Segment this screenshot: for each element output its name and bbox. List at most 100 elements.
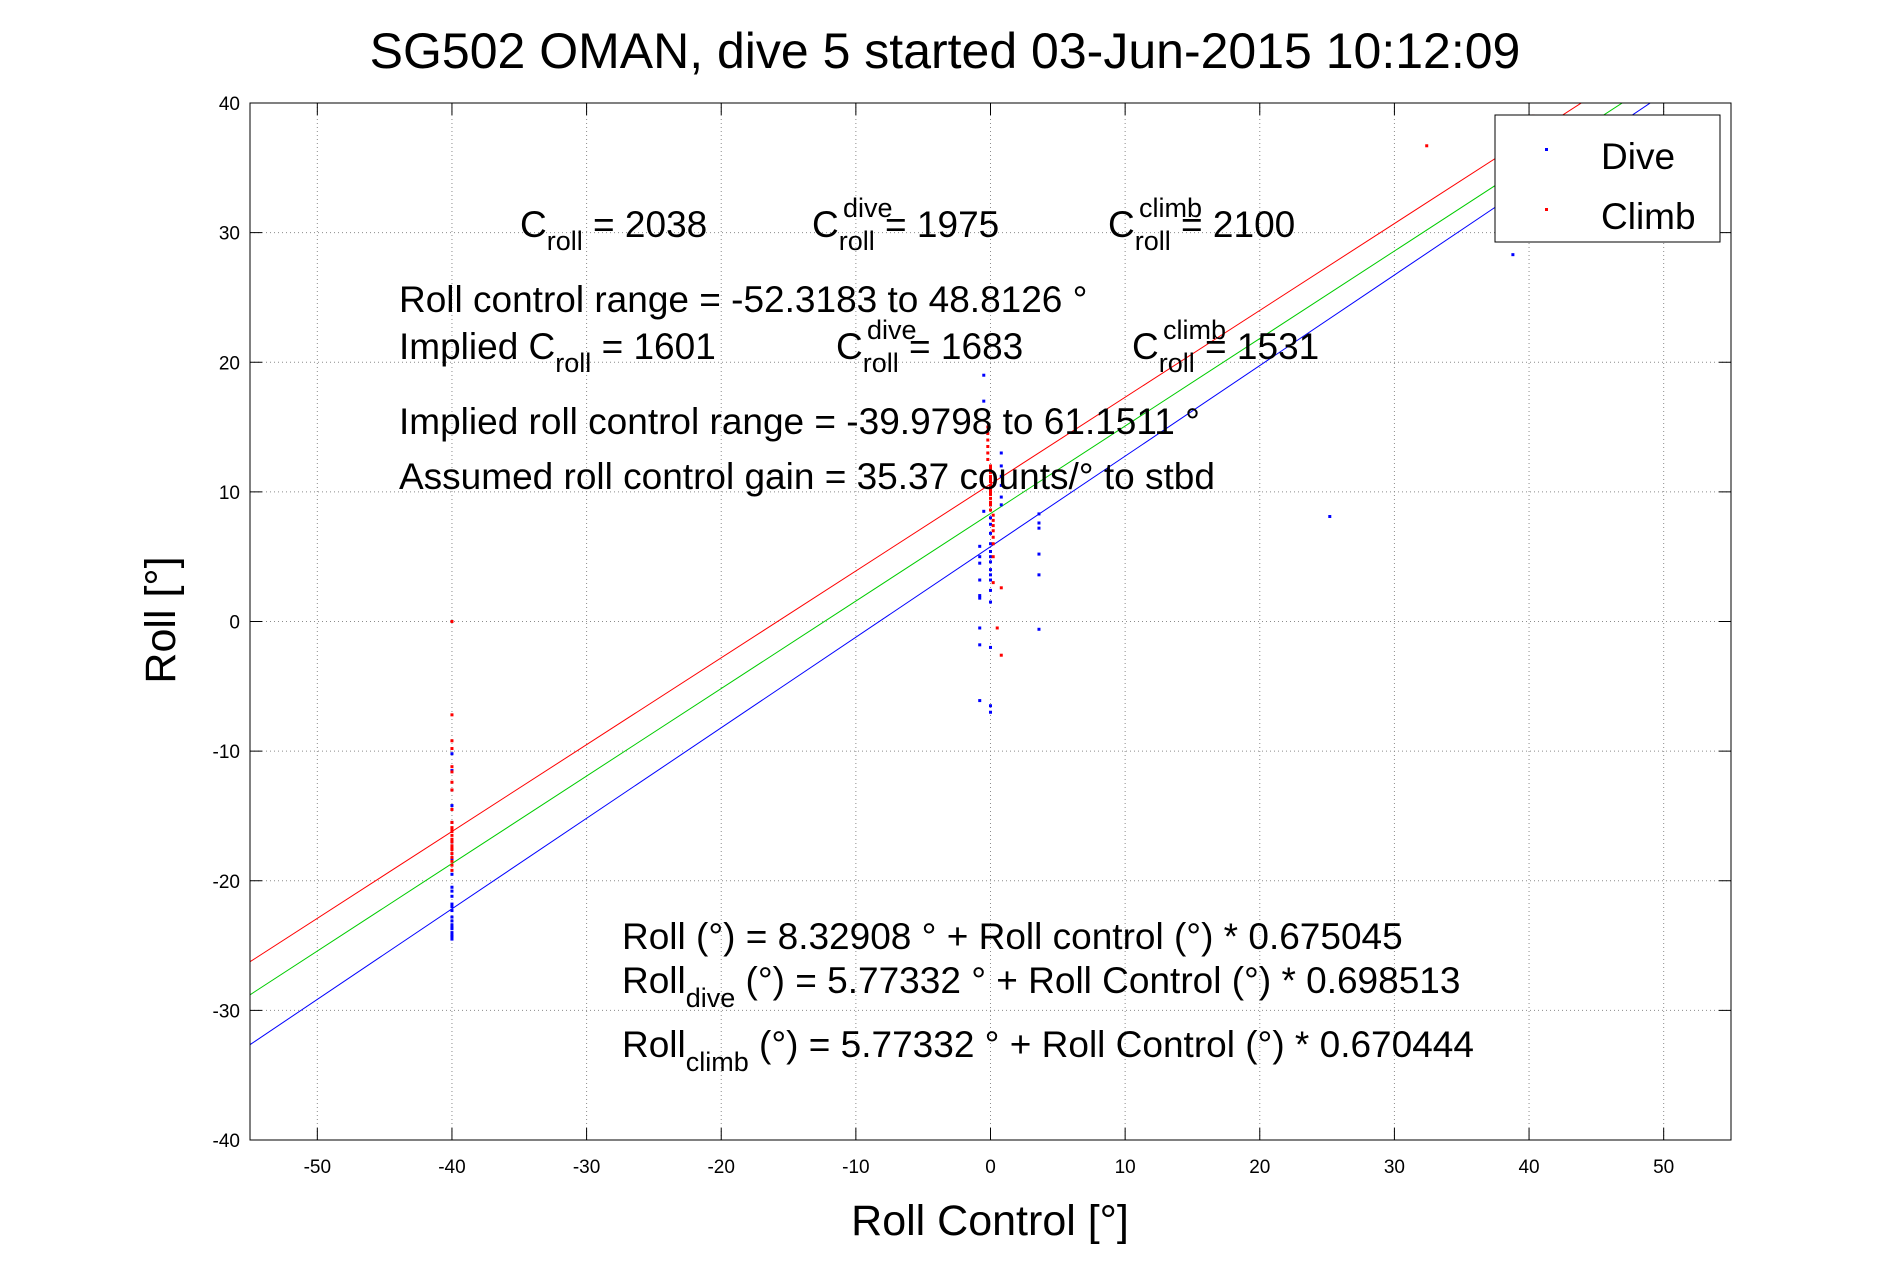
x-tick-label: 50 [1653, 1157, 1674, 1178]
point-dive [978, 643, 982, 647]
x-tick-label: 40 [1518, 1157, 1539, 1178]
point-dive [989, 704, 992, 708]
implied-c-roll-dive-annotation: Croll = 1683 [836, 326, 1023, 378]
y-axis-label: Roll [°] [137, 556, 185, 683]
implied-roll-range-text: Implied roll control range = -39.9798 to… [399, 401, 1200, 442]
point-dive [989, 522, 992, 526]
point-climb [999, 586, 1003, 590]
c-roll-dive-annotation: Croll = 1975 [812, 204, 999, 256]
legend-climb-marker [1545, 208, 1548, 211]
c-roll-annotation: Croll = 2038 [520, 204, 707, 256]
point-dive [978, 626, 982, 630]
point-climb [450, 788, 454, 792]
y-tick-label: -20 [213, 872, 240, 893]
point-climb [991, 555, 995, 559]
point-dive [982, 373, 986, 377]
point-climb [989, 467, 992, 471]
point-dive [1037, 627, 1041, 631]
point-climb [989, 483, 992, 487]
fit-line-all [250, 103, 1624, 996]
point-climb [450, 852, 454, 856]
point-dive [450, 872, 454, 876]
point-dive [989, 542, 992, 546]
y-tick-label: 30 [219, 224, 240, 245]
y-tick-label: 10 [219, 483, 240, 504]
roll-gain-text: Assumed roll control gain = 35.37 counts… [399, 456, 1215, 497]
point-climb [989, 500, 992, 504]
fit-line-dive [250, 103, 1652, 1046]
chart-title: SG502 OMAN, dive 5 started 03-Jun-2015 1… [370, 23, 1521, 79]
point-dive [450, 894, 454, 898]
point-dive [978, 596, 982, 600]
point-climb [986, 451, 990, 455]
point-climb [450, 840, 454, 844]
point-dive [1037, 573, 1041, 577]
point-dive [989, 600, 992, 604]
point-climb [989, 490, 992, 494]
point-dive [982, 509, 986, 513]
point-dive [1037, 512, 1041, 516]
point-climb [989, 464, 992, 468]
point-dive [989, 578, 992, 582]
point-climb [450, 829, 454, 833]
c-roll-climb-sup: climb [1139, 193, 1202, 223]
point-dive [1511, 253, 1515, 257]
point-dive [450, 902, 454, 906]
point-dive [450, 925, 454, 929]
legend-dive-marker [1545, 148, 1548, 151]
y-tick-label: -30 [213, 1001, 240, 1022]
point-climb [450, 859, 454, 863]
legend-climb-label: Climb [1601, 196, 1696, 237]
point-climb [450, 770, 454, 774]
point-dive [982, 399, 986, 403]
point-climb [986, 445, 990, 449]
point-dive [450, 937, 454, 941]
tick-labels: -50 -40 -30 -20 -10 0 10 20 30 40 50 -40 -30 -20 -10 0 1… [213, 94, 1675, 1178]
point-dive [978, 699, 982, 703]
implied-c-roll-dive-sup: dive [867, 315, 917, 345]
point-dive [978, 578, 982, 582]
point-dive [1037, 552, 1041, 556]
point-climb [450, 846, 454, 850]
point-climb [986, 457, 990, 461]
point-dive [450, 931, 454, 935]
point-climb [450, 837, 454, 841]
point-climb [991, 513, 995, 517]
y-tick-label: 20 [219, 353, 240, 374]
x-tick-label: -40 [438, 1157, 465, 1178]
point-dive [989, 516, 992, 520]
point-climb [450, 620, 454, 623]
point-dive [450, 752, 454, 756]
roll-constants-annotation: Croll = 2038 Croll = 1975 dive Croll = 2… [399, 193, 1319, 497]
point-climb [989, 470, 992, 474]
point-climb [450, 844, 454, 848]
point-dive [450, 934, 454, 938]
point-climb [991, 542, 995, 546]
y-tick-label: 40 [219, 94, 240, 115]
point-climb [450, 855, 454, 859]
point-climb [991, 524, 995, 528]
x-tick-label: -10 [842, 1157, 869, 1178]
x-tick-label: 0 [985, 1157, 996, 1178]
point-dive [450, 804, 454, 808]
point-climb [991, 518, 995, 522]
implied-c-roll-annotation: Implied Croll = 1601 [399, 326, 716, 378]
point-dive [1037, 526, 1041, 530]
point-climb [450, 820, 454, 824]
point-dive [450, 915, 454, 919]
point-climb [991, 529, 995, 533]
point-dive [450, 889, 454, 893]
point-dive [450, 885, 454, 889]
point-climb [450, 739, 454, 743]
point-dive [989, 555, 992, 559]
point-dive [999, 464, 1003, 468]
x-tick-label: -50 [304, 1157, 331, 1178]
point-climb [450, 780, 454, 784]
point-climb [991, 581, 995, 585]
point-dive [989, 531, 992, 535]
data-points [450, 114, 1535, 941]
point-climb [450, 827, 454, 831]
point-dive [1328, 515, 1332, 519]
point-climb [450, 807, 454, 811]
point-climb [450, 833, 454, 837]
